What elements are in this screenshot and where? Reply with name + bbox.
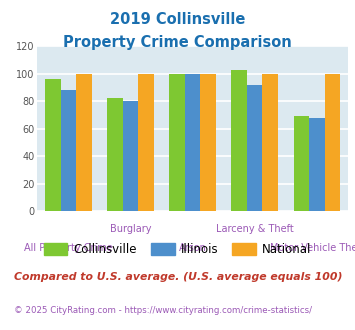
Text: All Property Crime: All Property Crime <box>24 243 113 252</box>
Text: 2019 Collinsville: 2019 Collinsville <box>110 12 245 26</box>
Bar <box>262 74 278 211</box>
Bar <box>200 74 216 211</box>
Bar <box>45 79 61 211</box>
Text: Motor Vehicle Theft: Motor Vehicle Theft <box>269 243 355 252</box>
Text: Property Crime Comparison: Property Crime Comparison <box>63 35 292 50</box>
Bar <box>294 116 309 211</box>
Bar <box>107 98 123 211</box>
Text: Larceny & Theft: Larceny & Theft <box>216 224 294 234</box>
Bar <box>247 85 262 211</box>
Bar <box>61 90 76 211</box>
Text: Arson: Arson <box>179 243 207 252</box>
Bar <box>138 74 154 211</box>
Text: Burglary: Burglary <box>110 224 151 234</box>
Bar <box>123 101 138 211</box>
Text: Compared to U.S. average. (U.S. average equals 100): Compared to U.S. average. (U.S. average … <box>14 272 343 282</box>
Bar <box>231 70 247 211</box>
Bar <box>324 74 340 211</box>
Legend: Collinsville, Illinois, National: Collinsville, Illinois, National <box>39 239 316 261</box>
Bar <box>76 74 92 211</box>
Bar <box>169 74 185 211</box>
Text: © 2025 CityRating.com - https://www.cityrating.com/crime-statistics/: © 2025 CityRating.com - https://www.city… <box>14 306 312 315</box>
Bar <box>309 118 324 211</box>
Bar <box>185 74 200 211</box>
